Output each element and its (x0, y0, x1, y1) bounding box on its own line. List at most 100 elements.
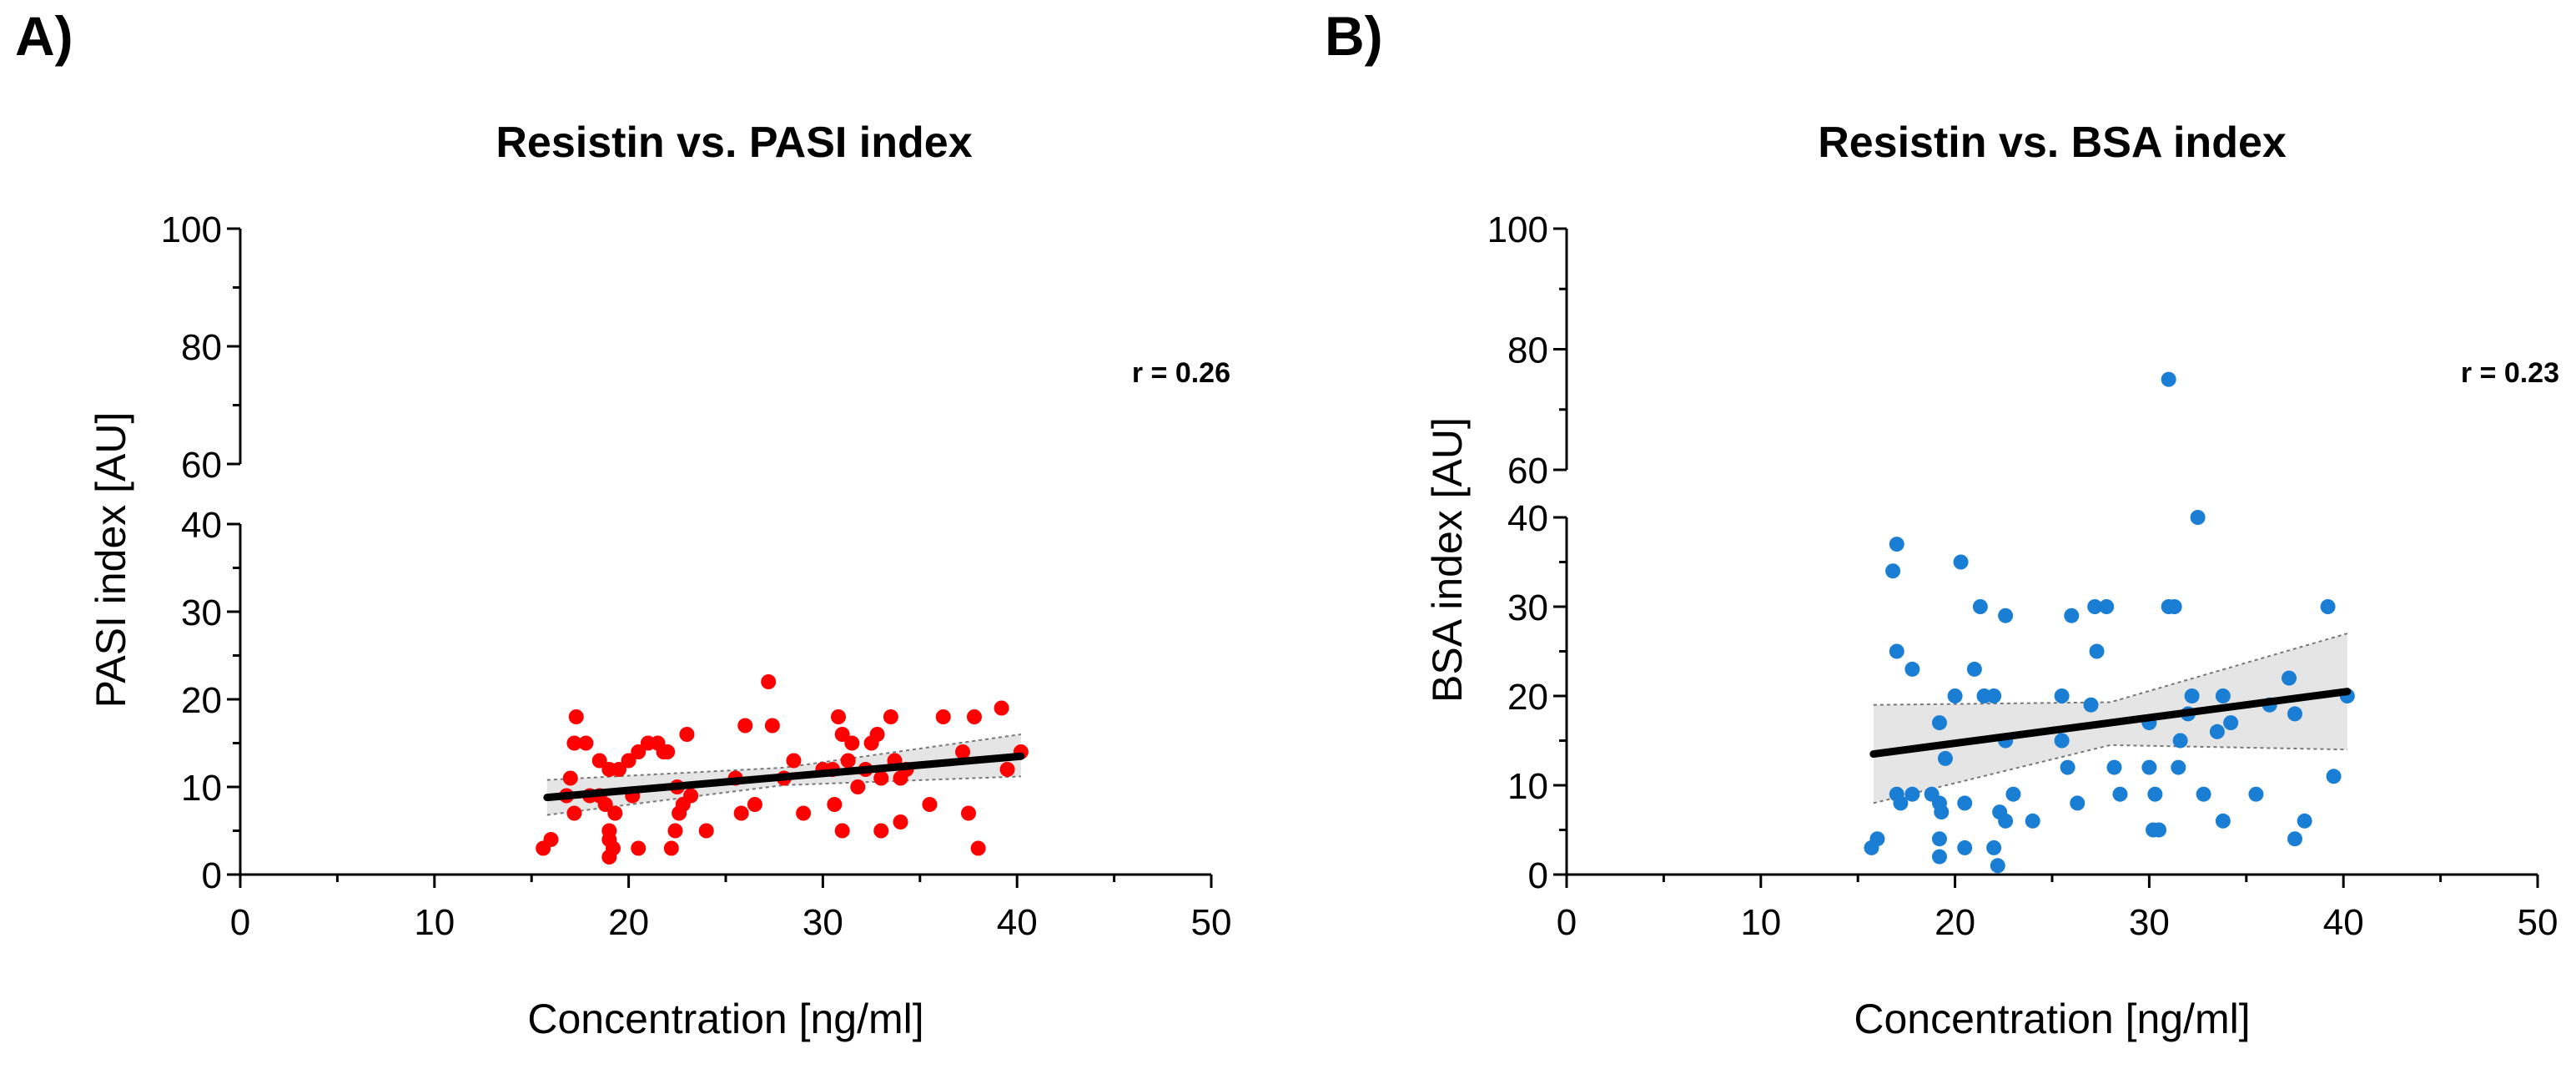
data-point (2166, 599, 2182, 614)
data-point (893, 814, 908, 829)
y-tick-label: 0 (202, 855, 222, 896)
data-point (764, 718, 780, 734)
data-point (1889, 643, 1904, 659)
data-point (2064, 608, 2080, 623)
data-point (566, 805, 582, 821)
y-tick-label: 30 (1507, 587, 1548, 628)
data-point (2141, 759, 2157, 775)
ci-upper-line (546, 734, 1021, 781)
data-point (2005, 786, 2021, 802)
data-point (2054, 733, 2070, 749)
data-point (1889, 537, 1904, 552)
x-tick-label: 30 (802, 902, 843, 943)
panel-label: B) (1325, 5, 1383, 67)
ci-lower-line (1873, 744, 2347, 804)
regression-line (1869, 688, 2352, 759)
x-tick-label: 40 (997, 902, 1038, 943)
x-tick-label: 0 (1557, 902, 1577, 943)
x-tick-label: 10 (1740, 902, 1781, 943)
x-tick-label: 20 (608, 902, 649, 943)
data-point (2054, 688, 2070, 703)
y-tick-label: 60 (1507, 451, 1548, 492)
data-point (2287, 706, 2302, 722)
data-point (607, 805, 623, 821)
data-point (2196, 786, 2211, 802)
data-point (2089, 643, 2105, 659)
data-point (1904, 661, 1920, 677)
y-tick-label: 100 (1487, 209, 1548, 250)
x-tick-label: 10 (414, 902, 455, 943)
data-point (2282, 670, 2297, 686)
data-point (698, 823, 714, 839)
data-point (999, 762, 1015, 777)
y-tick-label: 0 (1528, 855, 1548, 896)
data-point (2223, 715, 2239, 731)
data-point (1972, 599, 1988, 614)
data-point (747, 797, 762, 812)
data-point (2287, 831, 2302, 847)
data-point (2147, 786, 2163, 802)
data-point (840, 753, 856, 769)
x-tick-label: 30 (2129, 902, 2170, 943)
data-point (966, 709, 982, 724)
data-point (733, 805, 749, 821)
y-tick-label: 10 (181, 768, 222, 809)
data-point (1990, 858, 2005, 874)
ci-lower-line (546, 775, 1021, 816)
data-point (1986, 688, 2002, 703)
data-point (543, 832, 559, 847)
y-tick-label: 20 (1507, 677, 1548, 718)
data-point (1931, 849, 1947, 865)
data-point (631, 744, 647, 759)
data-point (2297, 813, 2312, 829)
data-point (1869, 831, 1885, 847)
data-point (873, 770, 889, 786)
x-tick-label: 50 (1191, 902, 1232, 943)
data-point (2151, 822, 2167, 838)
data-point (2060, 759, 2075, 775)
x-tick-label: 0 (230, 902, 250, 943)
data-point (831, 709, 847, 724)
data-point (611, 762, 626, 777)
y-tick-label: 20 (181, 680, 222, 721)
data-point (2209, 724, 2225, 739)
data-point (2172, 733, 2188, 749)
data-point (660, 744, 676, 759)
y-tick-label: 30 (181, 592, 222, 633)
data-point (566, 735, 582, 751)
correlation-label: r = 0.23 (2461, 357, 2559, 389)
data-point (621, 753, 636, 769)
data-point (1957, 795, 1973, 811)
data-point (922, 797, 938, 812)
data-point (562, 770, 578, 786)
data-point (663, 840, 679, 856)
data-point (679, 727, 695, 742)
y-tick-label: 10 (1507, 766, 1548, 807)
data-point (1893, 795, 1909, 811)
data-point (2106, 759, 2122, 775)
data-point (1966, 661, 1982, 677)
x-axis-label: Concentration [ng/ml] (527, 996, 923, 1042)
data-point (1931, 715, 1947, 731)
data-point (631, 840, 647, 856)
data-point (796, 805, 812, 821)
data-point (869, 727, 885, 742)
data-points (1864, 371, 2355, 874)
y-axis-label: PASI index [AU] (88, 412, 134, 708)
data-point (827, 797, 843, 812)
data-point (883, 709, 898, 724)
data-point (1937, 750, 1953, 766)
x-tick-label: 50 (2518, 902, 2558, 943)
data-point (605, 840, 621, 856)
data-point (786, 753, 802, 769)
y-tick-label: 40 (1507, 498, 1548, 539)
data-point (597, 797, 613, 812)
data-point (2083, 697, 2099, 713)
regression-line (543, 752, 1025, 802)
panel-label: A) (15, 5, 73, 67)
ci-upper-line (1873, 633, 2348, 706)
data-point (1904, 786, 1920, 802)
data-point (834, 727, 850, 742)
data-point (955, 744, 971, 759)
